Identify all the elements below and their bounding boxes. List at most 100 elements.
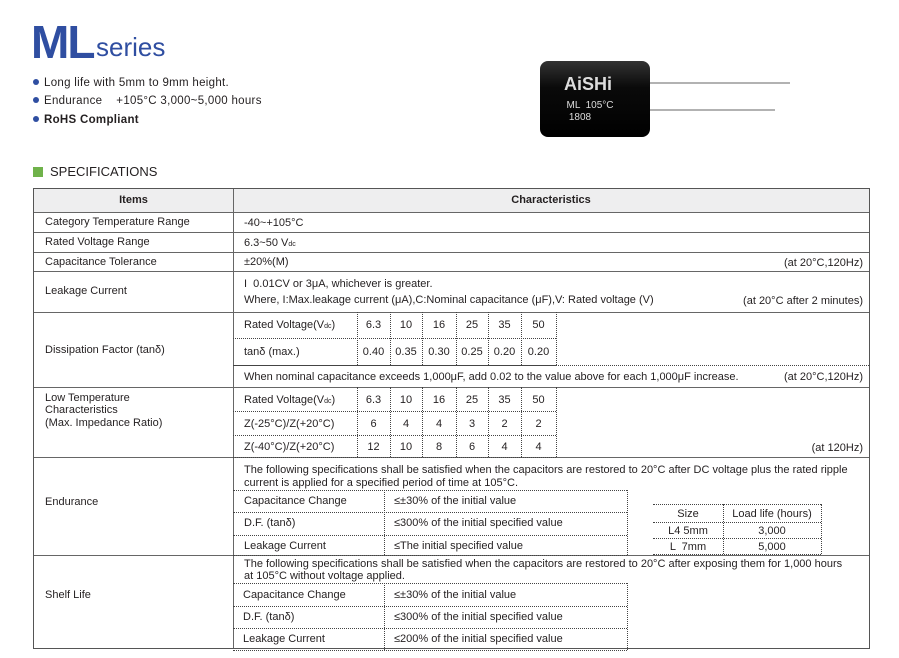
spec-label: D.F. (tanδ) <box>244 517 296 529</box>
row-label: Rated Voltage(Vdc) <box>244 394 336 406</box>
divider <box>556 312 557 365</box>
divider <box>233 457 556 458</box>
endurance-text: The following specifications shall be sa… <box>244 464 848 476</box>
section-title: SPECIFICATIONS <box>50 164 158 179</box>
divider <box>357 387 358 457</box>
divider <box>422 387 423 457</box>
divider <box>233 338 556 339</box>
impedance-cell: 4 <box>501 441 508 453</box>
voltage-cell: 25 <box>465 394 479 406</box>
divider <box>627 583 628 650</box>
spec-value: ≤300% of the initial specified value <box>394 517 563 529</box>
divider <box>521 312 522 365</box>
row-value: 6.3~50 Vdc <box>244 237 296 249</box>
shelf-text: The following specifications shall be sa… <box>244 558 843 570</box>
row-label: Dissipation Factor (tanδ) <box>45 344 165 356</box>
divider <box>233 365 869 366</box>
life-header: Load life (hours) <box>732 508 812 520</box>
row-label: Leakage Current <box>45 285 127 297</box>
condition: (at 20°C,120Hz) <box>784 371 863 383</box>
row-label: (Max. Impedance Ratio) <box>45 417 163 429</box>
divider <box>488 387 489 457</box>
voltage-cell: 6.3 <box>365 319 382 331</box>
divider <box>653 522 821 523</box>
divider <box>456 312 457 365</box>
brand-logo: AiSHi <box>564 74 612 94</box>
spec-value: ≤±30% of the initial value <box>394 589 517 601</box>
voltage-cell: 35 <box>498 394 511 406</box>
row-label: Category Temperature Range <box>45 216 190 228</box>
series-title: ML <box>31 16 95 68</box>
life-hours: 5,000 <box>758 541 786 553</box>
tan-cell: 0.30 <box>428 346 450 358</box>
spec-label: Capacitance Change <box>243 589 346 601</box>
spec-label: Capacitance Change <box>244 495 347 507</box>
divider <box>653 554 821 555</box>
divider <box>233 435 556 436</box>
spec-label: D.F. (tanδ) <box>243 611 295 623</box>
spec-label: Leakage Current <box>244 540 326 552</box>
divider <box>723 504 724 554</box>
bullet-icon <box>33 116 39 122</box>
shelf-text: at 105°C without voltage applied. <box>244 570 405 582</box>
divider <box>821 504 822 554</box>
bullet-icon <box>33 79 39 85</box>
divider <box>233 411 556 412</box>
spec-value: ≤±30% of the initial value <box>394 495 517 507</box>
impedance-cell: 4 <box>435 418 443 430</box>
divider <box>390 312 391 365</box>
leakage-note: Where, I:Max.leakage current (μA),C:Nomi… <box>244 294 654 306</box>
divider <box>233 512 627 513</box>
impedance-cell: 6 <box>370 418 377 430</box>
df-note: When nominal capacitance exceeds 1,000μF… <box>244 371 739 383</box>
divider <box>627 490 628 555</box>
divider <box>233 628 627 629</box>
tan-cell: 0.20 <box>527 346 550 358</box>
life-size: L 7mm <box>669 541 707 553</box>
divider <box>233 583 627 584</box>
row-label: Z(-25°C)/Z(+20°C) <box>244 418 335 430</box>
row-label: Low Temperature <box>45 392 130 404</box>
condition: (at 120Hz) <box>811 442 863 454</box>
voltage-cell: 50 <box>532 394 545 406</box>
capacitor-code: 1808 <box>569 112 592 123</box>
life-size: L4 5mm <box>668 525 708 537</box>
feature-text: Long life with 5mm to 9mm height. <box>44 77 230 89</box>
feature-text: RoHS Compliant <box>44 114 139 126</box>
voltage-cell: 6.3 <box>365 394 382 406</box>
series-subtitle: series <box>96 32 166 62</box>
row-label: Capacitance Tolerance <box>45 256 157 268</box>
row-label: Rated Voltage(Vdc) <box>244 319 336 331</box>
divider <box>521 387 522 457</box>
divider <box>357 312 358 365</box>
divider <box>456 387 457 457</box>
voltage-cell: 10 <box>399 394 413 406</box>
endurance-text: current is applied for a specified perio… <box>244 477 519 489</box>
impedance-cell: 4 <box>535 441 542 453</box>
divider <box>233 555 627 556</box>
feature-text: Endurance +105°C 3,000~5,000 hours <box>44 95 262 107</box>
header-characteristics: Characteristics <box>511 194 591 206</box>
impedance-cell: 2 <box>535 418 542 430</box>
feature-item: Long life with 5mm to 9mm height. <box>33 77 229 89</box>
spec-label: Leakage Current <box>243 633 325 645</box>
divider <box>653 504 821 505</box>
condition: (at 20°C,120Hz) <box>784 257 863 269</box>
divider <box>233 606 627 607</box>
divider <box>233 535 627 536</box>
tan-cell: 0.35 <box>395 346 417 358</box>
feature-item: Endurance +105°C 3,000~5,000 hours <box>33 95 262 107</box>
leakage-formula: I 0.01CV or 3μA, whichever is greater. <box>244 278 433 290</box>
spec-value: ≤The initial specified value <box>394 540 523 552</box>
divider <box>556 387 557 457</box>
row-value: ±20%(M) <box>244 256 289 268</box>
impedance-cell: 12 <box>367 441 380 453</box>
impedance-cell: 8 <box>435 441 443 453</box>
life-hours: 3,000 <box>758 525 786 537</box>
life-header: Size <box>677 508 699 520</box>
voltage-cell: 25 <box>465 319 479 331</box>
row-label: Shelf Life <box>45 589 91 601</box>
spec-value: ≤200% of the initial specified value <box>394 633 563 645</box>
tan-cell: 0.20 <box>493 346 516 358</box>
impedance-cell: 10 <box>399 441 413 453</box>
